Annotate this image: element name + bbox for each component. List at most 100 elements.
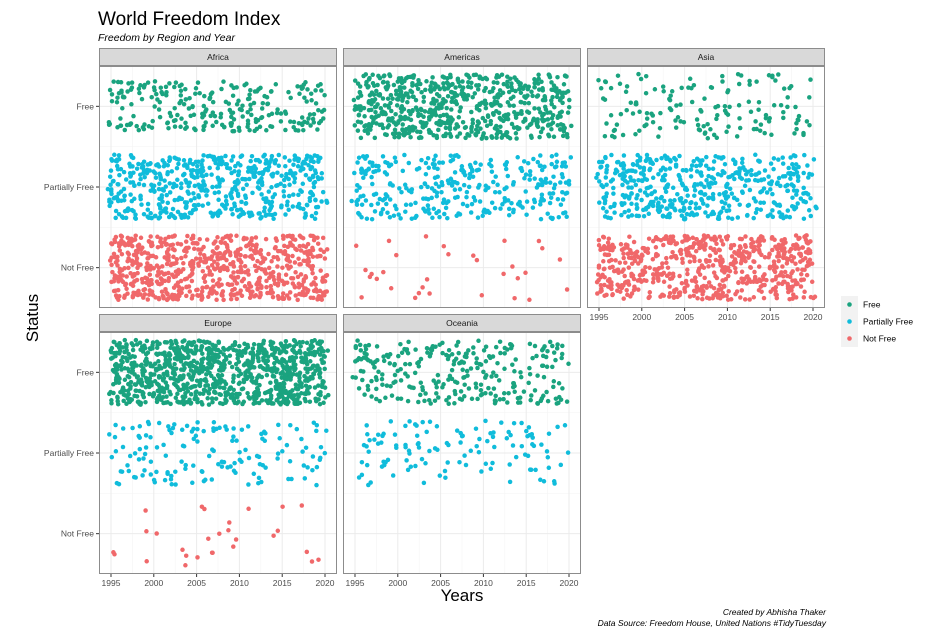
- data-point: [713, 236, 719, 242]
- data-point: [275, 183, 280, 188]
- data-point: [629, 185, 634, 190]
- data-point: [763, 112, 769, 118]
- data-point: [550, 191, 556, 196]
- data-point: [408, 110, 413, 116]
- data-point: [505, 79, 510, 84]
- data-point: [109, 398, 114, 403]
- data-point: [183, 239, 189, 244]
- data-point: [654, 157, 659, 163]
- data-point: [307, 384, 312, 390]
- data-point: [203, 120, 208, 125]
- data-point: [385, 118, 391, 123]
- data-point: [515, 276, 521, 281]
- data-point: [112, 237, 117, 242]
- data-point: [230, 128, 235, 134]
- data-point: [281, 177, 287, 183]
- data-point: [252, 365, 257, 370]
- data-point: [448, 153, 454, 158]
- data-point: [156, 375, 162, 380]
- data-point: [492, 205, 498, 211]
- data-point: [272, 211, 278, 217]
- data-point: [804, 119, 810, 124]
- data-point: [115, 198, 121, 204]
- data-point: [159, 243, 164, 249]
- data-point: [164, 358, 170, 363]
- data-point: [136, 288, 141, 294]
- data-point: [313, 282, 318, 287]
- data-point: [666, 237, 671, 243]
- data-point: [202, 279, 208, 285]
- data-point: [128, 174, 133, 179]
- data-point: [441, 243, 447, 249]
- data-point: [276, 272, 282, 277]
- data-point: [186, 191, 191, 196]
- data-point: [736, 103, 742, 108]
- data-point: [105, 186, 111, 192]
- data-point: [808, 213, 814, 219]
- data-point: [254, 89, 260, 94]
- data-point: [298, 248, 304, 253]
- data-point: [170, 206, 176, 212]
- data-point: [476, 185, 481, 190]
- data-point: [375, 82, 380, 88]
- data-point: [774, 295, 780, 301]
- data-point: [697, 127, 703, 133]
- data-point: [130, 363, 136, 369]
- data-point: [288, 422, 293, 428]
- data-point: [212, 156, 217, 161]
- data-point: [161, 400, 166, 406]
- data-point: [285, 199, 290, 205]
- data-point: [312, 153, 317, 158]
- data-point: [807, 122, 812, 128]
- data-point: [399, 189, 404, 195]
- data-point: [256, 475, 262, 481]
- data-point: [482, 207, 487, 212]
- data-point: [698, 107, 703, 113]
- data-point: [608, 85, 614, 91]
- data-point: [201, 259, 207, 265]
- data-point: [239, 427, 245, 432]
- data-point: [316, 157, 321, 163]
- data-point: [118, 80, 124, 85]
- data-point: [472, 91, 478, 96]
- data-point: [219, 373, 225, 378]
- data-point: [429, 195, 434, 201]
- data-point: [280, 291, 286, 296]
- data-point: [210, 123, 215, 129]
- data-point: [298, 168, 303, 173]
- data-point: [214, 119, 219, 125]
- data-point: [421, 114, 426, 120]
- data-point: [299, 436, 304, 442]
- data-point: [192, 368, 198, 374]
- data-point: [552, 182, 558, 187]
- data-point: [311, 120, 317, 125]
- data-point: [195, 287, 200, 293]
- data-point: [200, 351, 205, 356]
- data-point: [392, 155, 398, 160]
- data-point: [560, 174, 565, 180]
- data-point: [414, 213, 419, 219]
- data-point: [604, 121, 609, 126]
- data-point: [737, 202, 742, 207]
- data-point: [694, 117, 700, 122]
- data-point: [186, 183, 191, 189]
- data-point: [679, 213, 685, 218]
- data-point: [215, 213, 221, 219]
- data-point: [162, 255, 167, 260]
- data-point: [444, 105, 449, 111]
- data-point: [178, 124, 183, 130]
- data-point: [719, 199, 725, 205]
- data-point: [449, 183, 455, 188]
- data-point: [558, 114, 563, 119]
- data-point: [380, 154, 386, 159]
- data-point: [790, 162, 795, 167]
- data-point: [173, 469, 178, 474]
- data-point: [298, 188, 303, 193]
- data-point: [621, 153, 627, 158]
- data-point: [116, 241, 122, 246]
- data-point: [179, 116, 184, 121]
- data-point: [168, 113, 174, 119]
- data-point: [747, 78, 752, 84]
- data-point: [237, 343, 242, 349]
- data-point: [725, 88, 731, 93]
